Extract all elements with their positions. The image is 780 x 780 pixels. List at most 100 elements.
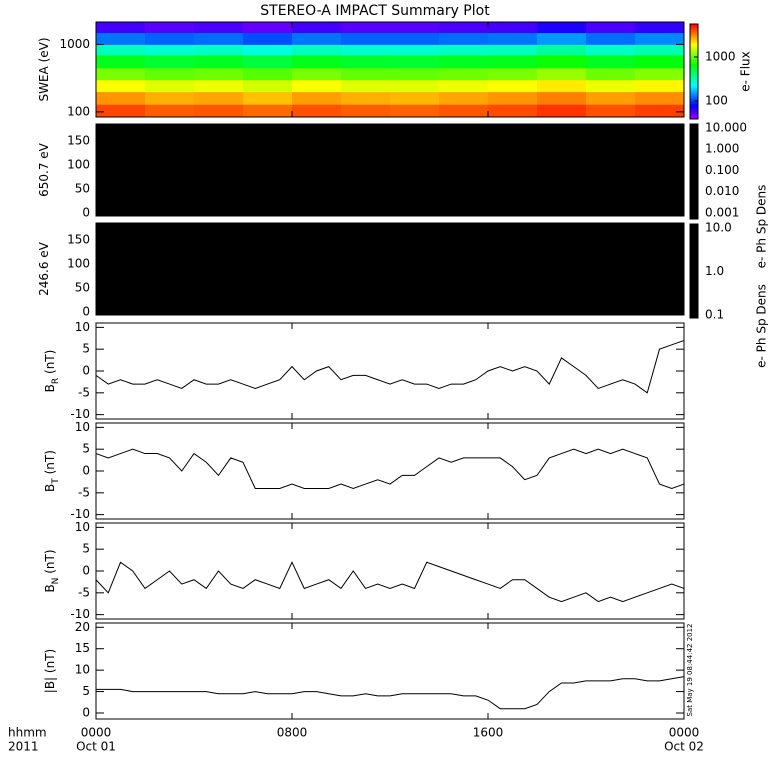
panel-frame	[95, 222, 685, 316]
colorbar-swatch	[690, 27, 698, 31]
colorbar-tick-label: 1.000	[705, 142, 739, 156]
y-tick-label: -5	[78, 385, 90, 399]
spectrogram-cell	[292, 91, 342, 105]
y-tick-label: 0	[82, 464, 90, 478]
colorbar-tick-label: 0.010	[705, 184, 739, 198]
spectrogram-cell	[341, 91, 391, 105]
spectrogram-cell	[488, 32, 538, 45]
colorbar-swatch	[690, 41, 698, 45]
panel-frame	[95, 123, 685, 217]
spectrogram-cell	[635, 22, 685, 34]
spectrogram-cell	[635, 32, 685, 45]
spectrogram-cell	[439, 67, 489, 81]
spectrogram-cell	[390, 44, 440, 56]
panel-frame	[95, 322, 685, 420]
spectrogram-cell	[292, 44, 342, 56]
x-tick-label: 0000	[669, 726, 700, 740]
spectrogram-cell	[537, 54, 587, 69]
colorbar-tick-label: 10.0	[705, 221, 732, 235]
spectrogram-cell	[145, 44, 195, 56]
spectrogram-cell	[439, 91, 489, 105]
spectrogram-cell	[96, 104, 146, 118]
spectrogram-cell	[439, 79, 489, 93]
spectrogram-cell	[439, 44, 489, 56]
spectrogram-cell	[96, 67, 146, 81]
y-axis-label: |B| (nT)	[43, 649, 57, 693]
y-axis-label: 650.7 eV	[37, 142, 51, 197]
spectrogram-cell	[635, 67, 685, 81]
spectrogram-cell	[439, 54, 489, 69]
spectrogram-cell	[586, 91, 636, 105]
colorbar-swatch	[690, 25, 698, 29]
colorbar-swatch	[690, 83, 698, 86]
colorbar-tick-label: 0.001	[705, 205, 739, 219]
spectrogram-cell	[243, 44, 293, 56]
timestamp: Sat May 19 08:44:42 2012	[686, 623, 694, 716]
y-tick-label: 100	[67, 104, 90, 118]
colorbar-tick-label: 10.000	[705, 120, 747, 134]
colorbar-swatch	[690, 51, 698, 55]
spectrogram-cell	[243, 67, 293, 81]
spectrogram-cell	[488, 44, 538, 56]
y-axis-label-text: 246.6 eV	[37, 241, 51, 296]
y-tick-label: 100	[67, 256, 90, 270]
spectrogram-cell	[292, 22, 342, 34]
colorbar-swatch	[690, 65, 698, 69]
spectrogram-cell	[537, 32, 587, 45]
y-axis-label-text: B	[43, 384, 57, 392]
spectrogram-cell	[635, 91, 685, 105]
colorbar-frame	[689, 23, 699, 120]
spectrogram-cell	[194, 91, 244, 105]
spectrogram-cell	[341, 22, 391, 34]
spectrogram-cell	[292, 32, 342, 45]
y-tick-label: -5	[78, 585, 90, 599]
y-axis-label: BT (nT)	[43, 450, 61, 492]
colorbar-swatch	[690, 107, 698, 110]
y-axis-label-unit: (nT)	[43, 450, 57, 474]
y-tick-label: 10	[75, 520, 90, 534]
y-tick-label: 20	[75, 620, 90, 634]
spectrogram-cell	[390, 67, 440, 81]
colorbar-tick-label: 100	[705, 93, 728, 107]
panel-frame	[95, 622, 685, 720]
colorbar-swatch	[690, 79, 698, 82]
panel-frame	[95, 522, 685, 620]
y-tick-label: 5	[82, 342, 90, 356]
y-tick-label: 10	[75, 420, 90, 434]
spectrogram-cell	[341, 79, 391, 93]
spectrogram-cell	[194, 44, 244, 56]
spectrogram-cell	[488, 54, 538, 69]
colorbar-tick-label: 1.0	[705, 264, 724, 278]
spectrogram-cell	[292, 79, 342, 93]
spectrogram-cell	[145, 104, 195, 118]
y-tick-label: -10	[70, 407, 90, 421]
data-line	[95, 339, 685, 394]
colorbar-swatch	[690, 61, 698, 65]
spectrogram-empty	[96, 124, 684, 216]
spectrogram-cell	[145, 67, 195, 81]
y-axis-label-unit: (nT)	[43, 350, 57, 374]
spectrogram-cell	[145, 22, 195, 34]
colorbar-swatch	[690, 101, 698, 104]
y-tick-label: 5	[82, 684, 90, 698]
spectrogram-cell	[586, 54, 636, 69]
spectrogram-cell	[96, 91, 146, 105]
spectrogram-cell	[96, 79, 146, 93]
spectrogram-cell	[194, 32, 244, 45]
colorbar-swatch	[690, 75, 698, 78]
spectrogram-cell	[292, 104, 342, 118]
spectrogram-cell	[586, 22, 636, 34]
colorbar-swatch	[690, 45, 698, 49]
y-axis-label-text: 650.7 eV	[37, 142, 51, 197]
colorbar-swatch	[690, 85, 698, 88]
colorbar-swatch	[690, 29, 698, 33]
spectrogram-cell	[586, 32, 636, 45]
spectrogram-cell	[194, 22, 244, 34]
colorbar-tick-label: 0.1	[705, 307, 724, 321]
colorbar-tick-label: 0.100	[705, 163, 739, 177]
colorbar	[690, 124, 698, 219]
spectrogram-cell	[390, 22, 440, 34]
colorbar-swatch	[690, 115, 698, 118]
spectrogram-cell	[586, 44, 636, 56]
